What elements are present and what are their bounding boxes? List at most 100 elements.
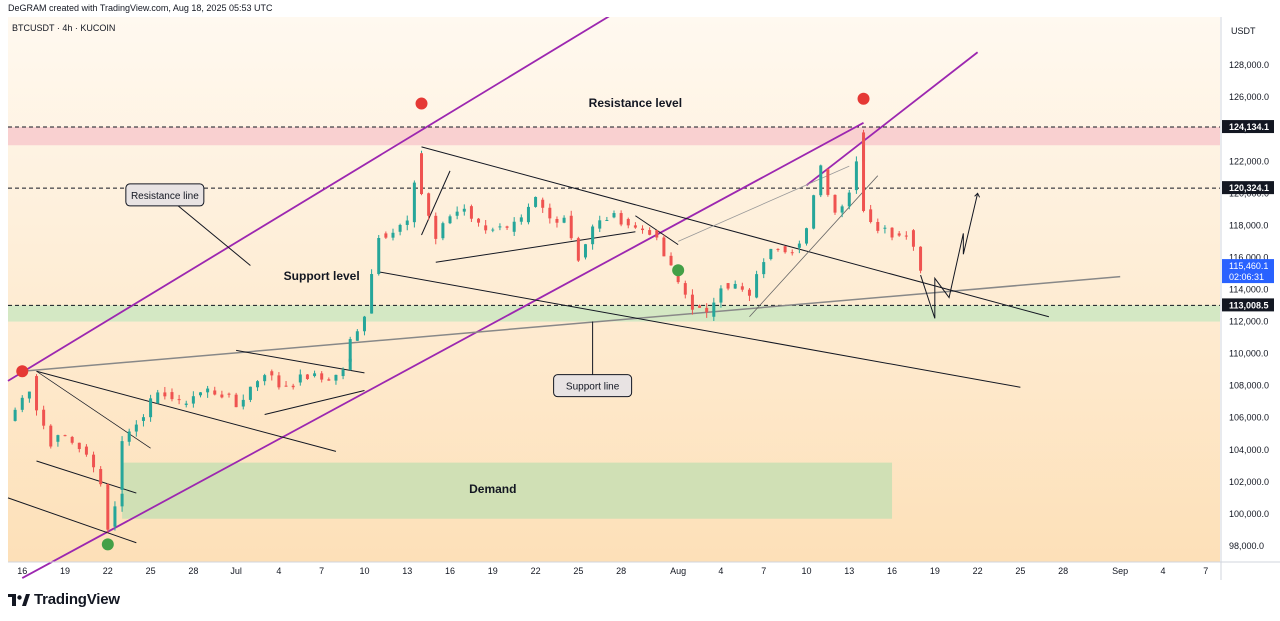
candle-body [569, 215, 573, 239]
candle-body [626, 218, 630, 226]
candle-body [826, 169, 830, 195]
y-tick-label: 118,000.0 [1229, 220, 1268, 230]
resistance-zone [8, 127, 1220, 146]
candle-body [420, 153, 424, 195]
symbol-label: BTCUSDT · 4h · KUCOIN [12, 23, 115, 33]
candle-body [42, 409, 46, 426]
x-tick-label: Jul [230, 566, 242, 576]
candle-body [683, 283, 687, 295]
candle-body [163, 392, 167, 397]
support-zone [8, 305, 1220, 322]
tradingview-logo-icon [8, 593, 30, 606]
y-tick-label: 102,000.0 [1229, 477, 1269, 487]
candle-body [562, 217, 566, 223]
x-tick-label: 22 [103, 566, 113, 576]
candle-body [633, 225, 637, 228]
candle-body [441, 223, 445, 239]
x-tick-label: 16 [445, 566, 455, 576]
candle-body [455, 211, 459, 216]
y-tick-label: 108,000.0 [1229, 381, 1269, 391]
candle-body [248, 386, 252, 400]
candle-body [120, 493, 124, 507]
candle-body [876, 221, 880, 231]
flag-lower-line [264, 389, 365, 416]
candle-body [84, 446, 88, 455]
candle-body [762, 262, 766, 275]
x-tick-label: 19 [60, 566, 70, 576]
projection-arrowhead [974, 192, 981, 198]
candle-body [234, 394, 238, 408]
candle-body [840, 206, 844, 213]
candle-body [655, 230, 659, 238]
price-level-tag-label: 113,008.5 [1229, 300, 1269, 310]
candle-body [477, 218, 481, 223]
candle-body [313, 373, 317, 377]
y-tick-label: 128,000.0 [1229, 60, 1269, 70]
y-tick-label: 112,000.0 [1229, 317, 1268, 327]
falling-channel-left-lower [7, 497, 137, 544]
x-tick-label: 19 [488, 566, 498, 576]
x-tick-label: 16 [17, 566, 27, 576]
candle-body [377, 237, 381, 275]
candle-body [740, 286, 744, 290]
candle-body [526, 206, 530, 223]
x-tick-label: 7 [761, 566, 766, 576]
price-level-tag-label: 120,324.1 [1229, 183, 1269, 193]
last-price-label: 115,460.1 [1229, 261, 1268, 271]
x-tick-label: 25 [146, 566, 156, 576]
x-tick-label: 28 [1058, 566, 1068, 576]
candle-body [298, 374, 302, 383]
candle-body [911, 230, 915, 247]
price-level-tag [1222, 298, 1274, 312]
candle-body [334, 374, 338, 381]
candle-body [341, 369, 345, 377]
y-tick-label: 114,000.0 [1229, 285, 1268, 295]
tradingview-wordmark: TradingView [34, 591, 120, 608]
candle-body [641, 228, 645, 231]
candle-body [370, 274, 374, 314]
price-axis[interactable] [1221, 17, 1280, 562]
candle-body [484, 225, 488, 231]
candle-body [804, 228, 808, 244]
candle-body [106, 489, 110, 530]
top-marker [16, 365, 29, 378]
candle-body [498, 226, 502, 228]
x-tick-label: 25 [1015, 566, 1025, 576]
candle-body [541, 199, 545, 208]
candle-body [491, 229, 495, 231]
tradingview-logo[interactable]: TradingView [8, 591, 120, 608]
candle-body [99, 469, 103, 485]
y-tick-label: 116,000.0 [1229, 252, 1268, 262]
candle-body [897, 233, 901, 236]
candle-body [320, 373, 324, 380]
x-tick-label: 16 [887, 566, 897, 576]
candle-body [405, 220, 409, 225]
candle-body [797, 243, 801, 248]
candle-body [512, 221, 516, 232]
candle-body [256, 381, 260, 388]
x-tick-label: 25 [573, 566, 583, 576]
candle-body [790, 252, 794, 254]
candle-body [776, 248, 780, 250]
candle-body [348, 339, 352, 362]
candle-body [120, 441, 124, 490]
support-level-label: Support level [284, 269, 360, 283]
bottom-marker [101, 538, 114, 551]
candle-body [583, 244, 587, 258]
support-line-callout-label: Support line [566, 382, 620, 393]
falling-channel-right-lower [378, 271, 1021, 388]
candle-body [348, 358, 352, 370]
candle-body [427, 193, 431, 216]
candle-body [726, 283, 730, 289]
x-tick-label: 19 [930, 566, 940, 576]
candle-body [191, 396, 195, 404]
candle-body [648, 230, 652, 235]
chart-area[interactable]: Resistance level Support level Demand Resis… [0, 17, 1280, 580]
candle-body [113, 506, 117, 527]
candle-body [434, 215, 438, 239]
price-level-tag [1222, 181, 1274, 195]
candle-body [712, 302, 716, 317]
candle-body [327, 379, 331, 381]
candle-body [519, 217, 523, 222]
price-chart[interactable]: Resistance level Support level Demand Resis… [0, 17, 1280, 580]
